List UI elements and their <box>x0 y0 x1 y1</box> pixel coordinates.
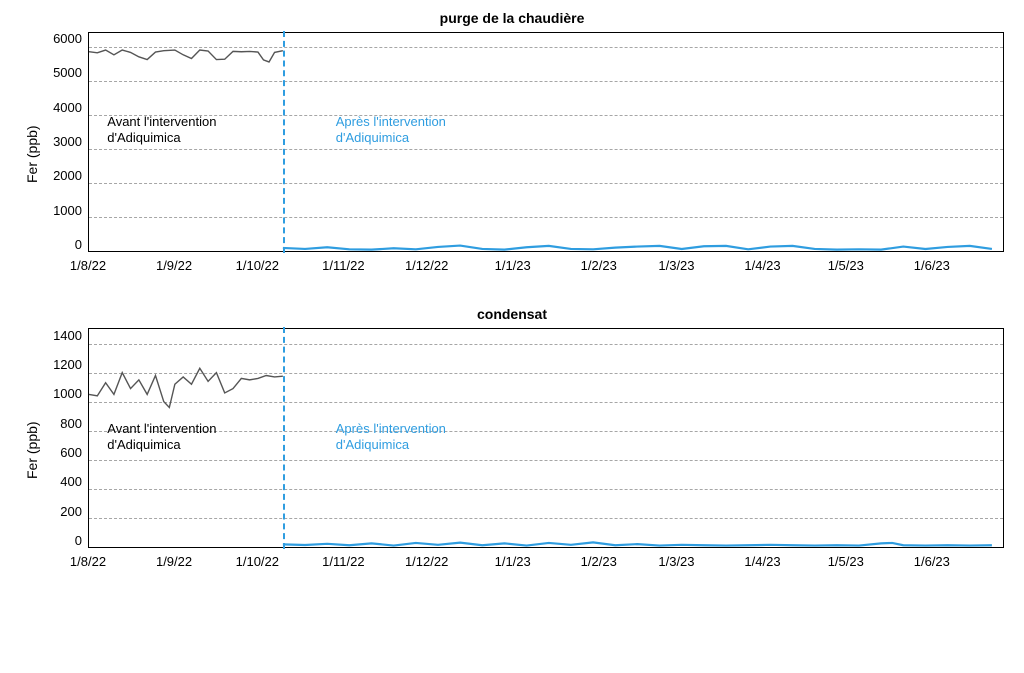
x-tick: 1/3/23 <box>658 554 694 569</box>
x-tick: 1/11/22 <box>322 258 364 273</box>
series-after <box>283 246 992 250</box>
x-tick: 1/12/22 <box>405 554 448 569</box>
x-tick: 1/9/22 <box>156 258 192 273</box>
x-ticks: 1/8/221/9/221/10/221/11/221/12/221/1/231… <box>88 554 1004 572</box>
y-ticks: 1400120010008006004002000 <box>40 328 88 548</box>
x-tick: 1/8/22 <box>70 554 106 569</box>
annotation: Avant l'intervention d'Adiquimica <box>107 421 216 454</box>
x-tick: 1/6/23 <box>914 258 950 273</box>
x-tick: 1/6/23 <box>914 554 950 569</box>
annotation: Après l'intervention d'Adiquimica <box>336 421 446 454</box>
y-ticks: 6000500040003000200010000 <box>40 32 88 252</box>
x-tick: 1/11/22 <box>322 554 364 569</box>
series-svg <box>89 33 1003 251</box>
x-tick: 1/4/23 <box>744 554 780 569</box>
x-tick: 1/12/22 <box>405 258 448 273</box>
x-tick: 1/2/23 <box>581 258 617 273</box>
x-tick: 1/1/23 <box>495 554 531 569</box>
series-before <box>89 50 283 62</box>
plot-area: Avant l'intervention d'Adiquimica Après l… <box>88 328 1004 548</box>
chart-title: purge de la chaudière <box>20 10 1004 26</box>
y-axis-label: Fer (ppb) <box>20 328 40 572</box>
y-axis-label: Fer (ppb) <box>20 32 40 276</box>
x-tick: 1/1/23 <box>495 258 531 273</box>
x-tick: 1/5/23 <box>828 258 864 273</box>
chart-title: condensat <box>20 306 1004 322</box>
series-svg <box>89 329 1003 547</box>
annotation: Avant l'intervention d'Adiquimica <box>107 114 216 147</box>
x-ticks: 1/8/221/9/221/10/221/11/221/12/221/1/231… <box>88 258 1004 276</box>
x-tick: 1/8/22 <box>70 258 106 273</box>
annotation: Après l'intervention d'Adiquimica <box>336 114 446 147</box>
x-tick: 1/4/23 <box>744 258 780 273</box>
x-tick: 1/2/23 <box>581 554 617 569</box>
x-tick: 1/10/22 <box>236 554 279 569</box>
x-tick: 1/5/23 <box>828 554 864 569</box>
chart-condensat: condensat Fer (ppb)1400120010008006004002… <box>20 306 1004 572</box>
plot-area: Avant l'intervention d'Adiquimica Après l… <box>88 32 1004 252</box>
x-tick: 1/9/22 <box>156 554 192 569</box>
x-tick: 1/10/22 <box>236 258 279 273</box>
x-tick: 1/3/23 <box>658 258 694 273</box>
series-after <box>283 542 992 545</box>
chart-purge: purge de la chaudière Fer (ppb)6000500040… <box>20 10 1004 276</box>
series-before <box>89 368 283 407</box>
